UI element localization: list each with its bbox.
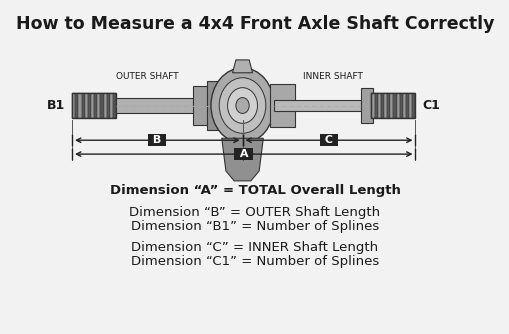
Text: B1: B1 [47, 99, 65, 112]
Bar [113, 93, 116, 119]
Text: OUTER SHAFT: OUTER SHAFT [116, 72, 179, 81]
Bar [75, 93, 78, 119]
Text: Dimension “C1” = Number of Splines: Dimension “C1” = Number of Splines [131, 255, 378, 268]
Bar [81, 93, 84, 119]
Text: A: A [235, 149, 251, 159]
Circle shape [219, 78, 265, 133]
Bar [192, 86, 211, 125]
Bar [88, 93, 91, 119]
Text: Dimension “B” = OUTER Shaft Length: Dimension “B” = OUTER Shaft Length [129, 206, 380, 219]
Text: C: C [321, 135, 336, 145]
Bar [109, 93, 113, 119]
Text: Dimension “C” = INNER Shaft Length: Dimension “C” = INNER Shaft Length [131, 241, 378, 255]
Bar [383, 93, 386, 119]
Bar [374, 93, 377, 119]
Bar [392, 93, 396, 119]
Bar [389, 93, 392, 119]
Circle shape [227, 88, 257, 123]
Bar [106, 93, 109, 119]
Circle shape [236, 98, 249, 114]
Bar [103, 93, 106, 119]
Polygon shape [221, 138, 263, 181]
Bar [399, 93, 402, 119]
Text: INNER SHAFT: INNER SHAFT [303, 72, 362, 81]
Bar [396, 93, 399, 119]
Bar [206, 81, 219, 130]
Bar [72, 93, 75, 119]
Text: Dimension “B1” = Number of Splines: Dimension “B1” = Number of Splines [131, 219, 378, 232]
Bar [408, 93, 411, 119]
Bar [377, 93, 380, 119]
Bar [386, 93, 389, 119]
Text: How to Measure a 4x4 Front Axle Shaft Correctly: How to Measure a 4x4 Front Axle Shaft Co… [16, 15, 493, 33]
Bar [371, 93, 415, 119]
Text: C1: C1 [421, 99, 439, 112]
Polygon shape [232, 60, 252, 73]
Bar [361, 88, 372, 123]
Bar [91, 93, 94, 119]
Bar [97, 93, 100, 119]
Bar [371, 93, 374, 119]
Bar [380, 93, 383, 119]
Bar [94, 93, 97, 119]
Circle shape [211, 68, 273, 143]
Bar [402, 93, 405, 119]
Bar [78, 93, 81, 119]
Bar [411, 93, 415, 119]
Bar [72, 93, 116, 119]
Bar [273, 100, 371, 112]
Bar [116, 98, 209, 114]
Bar [100, 93, 103, 119]
Bar [405, 93, 408, 119]
Bar [84, 93, 88, 119]
Bar [269, 84, 294, 127]
Text: B: B [149, 135, 165, 145]
Text: Dimension “A” = TOTAL Overall Length: Dimension “A” = TOTAL Overall Length [109, 184, 400, 197]
